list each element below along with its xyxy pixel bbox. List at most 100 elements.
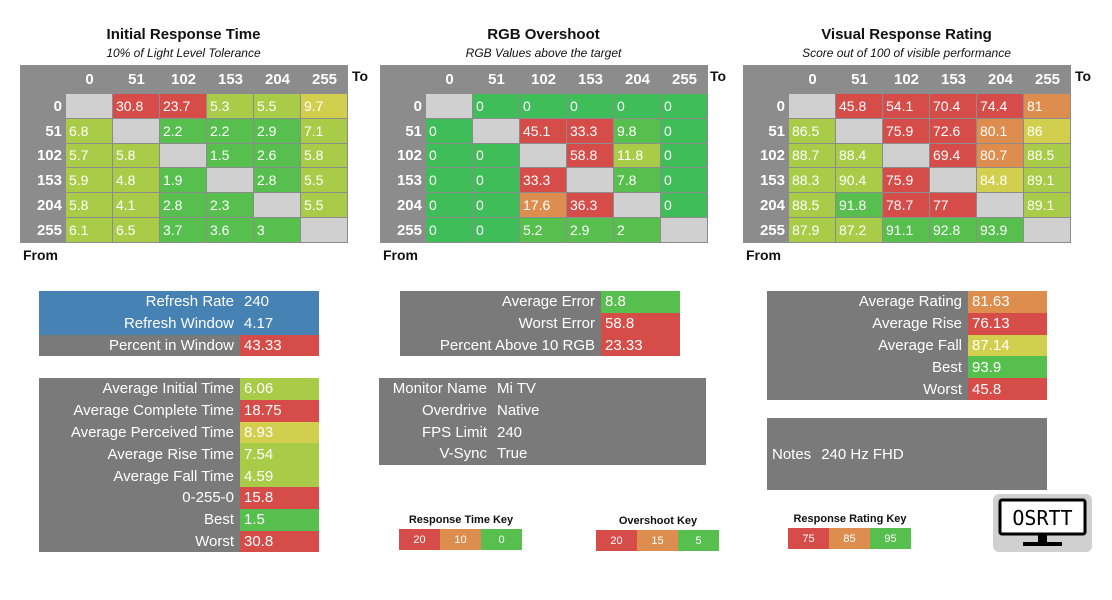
diagonal-cell <box>426 94 473 119</box>
stat-label: Worst <box>195 532 234 550</box>
heatmap-cell: 4.8 <box>113 168 160 194</box>
diagonal-cell <box>789 94 836 119</box>
stat-value: 30.8 <box>240 530 319 553</box>
heatmap-cell: 89.1 <box>1024 168 1071 194</box>
heatmap-cell: 1.5 <box>207 143 254 169</box>
heatmap-cell: 93.9 <box>977 217 1024 243</box>
heatmap-3-to-label: To <box>1075 68 1092 84</box>
diagonal-cell <box>160 143 207 169</box>
heatmap-cell: 0 <box>661 94 708 119</box>
stat-value: 81.63 <box>968 291 1047 313</box>
heatmap-cell: 2.8 <box>254 168 301 194</box>
heatmap-cell: 91.8 <box>836 193 883 218</box>
diagonal-cell <box>614 193 661 218</box>
heatmap-cell: 5.7 <box>66 143 113 169</box>
response-time-key: Response Time Key 20 10 0 <box>399 514 523 550</box>
stat-row: Average Fall Time 4.59 <box>39 465 319 487</box>
row-header: 204 <box>36 197 62 215</box>
heatmap-cell: 3.6 <box>207 217 254 243</box>
notes-panel: Notes 240 Hz FHD <box>767 418 1047 490</box>
heatmap-cell: 0 <box>473 168 520 194</box>
heatmap-cell: 2.9 <box>567 217 614 243</box>
heatmap-cell: 5.5 <box>301 168 348 194</box>
info-row: Overdrive Native <box>379 400 706 422</box>
heatmap-cell: 87.2 <box>836 217 883 243</box>
diagonal-cell <box>254 193 301 218</box>
heatmap-2-from-label: From <box>383 247 418 263</box>
heatmap-cell: 86 <box>1024 118 1071 144</box>
heatmap-corner <box>380 65 426 94</box>
heatmap-cell: 11.8 <box>614 143 661 169</box>
stat-label: Refresh Window <box>123 315 234 333</box>
heatmap-cell: 5.8 <box>301 143 348 169</box>
info-value: Mi TV <box>497 380 536 398</box>
heatmap-1-to-label: To <box>352 68 369 84</box>
row-header: 102 <box>36 147 62 165</box>
column-header: 153 <box>217 71 244 88</box>
stat-label: Average Error <box>501 293 595 311</box>
key-cell: 85 <box>829 528 870 549</box>
heatmap-cell: 88.3 <box>789 168 836 194</box>
heatmap-cell: 69.4 <box>930 143 977 169</box>
heatmap-cell: 17.6 <box>520 193 567 218</box>
heatmap-cell: 54.1 <box>883 94 930 119</box>
heatmap-cell: 0 <box>520 94 567 119</box>
diagonal-cell <box>567 168 614 194</box>
heatmap-3-subtitle: Score out of 100 of visible performance <box>802 46 1011 60</box>
stat-row: Average Error 8.8 <box>400 291 680 313</box>
heatmap-cell: 0 <box>473 143 520 169</box>
info-row: Monitor Name Mi TV <box>379 378 706 400</box>
stat-label: Average Complete Time <box>73 402 234 420</box>
stat-label: Refresh Rate <box>145 293 234 311</box>
heatmap-cell: 91.1 <box>883 217 930 243</box>
heatmap-cell: 4.1 <box>113 193 160 218</box>
stat-value: 1.5 <box>240 508 319 531</box>
heatmap-corner <box>20 65 66 94</box>
stat-value: 87.14 <box>968 334 1047 357</box>
rating-stats-panel: Average Rating 81.63 Average Rise 76.13 Aver… <box>767 291 1047 400</box>
key-cell: 10 <box>440 529 481 550</box>
heatmap-cell: 3 <box>254 217 301 243</box>
column-header: 102 <box>530 71 557 88</box>
heatmap-cell: 2 <box>614 217 661 243</box>
heatmap-cell: 0 <box>426 118 473 144</box>
column-header: 0 <box>445 71 454 88</box>
heatmap-cell: 45.8 <box>836 94 883 119</box>
stat-label: Average Rise Time <box>107 445 234 463</box>
overshoot-stats-panel: Average Error 8.8 Worst Error 58.8 Percent A… <box>400 291 680 357</box>
heatmap-cell: 88.7 <box>789 143 836 169</box>
column-header: 204 <box>264 71 291 88</box>
heatmap-cell: 88.4 <box>836 143 883 169</box>
monitor-icon: OSRTT <box>998 498 1087 546</box>
heatmap-cell: 58.8 <box>567 143 614 169</box>
diagonal-cell <box>1024 217 1071 243</box>
heatmap-cell: 80.7 <box>977 143 1024 169</box>
heatmap-1-from-label: From <box>23 247 58 263</box>
stat-row: Average Perceived Time 8.93 <box>39 421 319 444</box>
column-header: 51 <box>488 71 505 88</box>
stat-label: Best <box>931 358 962 376</box>
heatmap-cell: 84.8 <box>977 168 1024 194</box>
diagonal-cell <box>66 94 113 119</box>
diagonal-cell <box>113 118 160 144</box>
row-header: 153 <box>36 172 62 190</box>
stat-value: 93.9 <box>968 356 1047 379</box>
stat-label: Average Fall Time <box>113 467 234 485</box>
heatmap-cell: 6.5 <box>113 217 160 243</box>
column-header: 204 <box>624 71 651 88</box>
heatmap-1-grid: 0 51 102 153 204 255 0 30.8 23.7 5.3 5.5 9.7 51 6.8 2.… <box>20 65 348 243</box>
stat-row: Refresh Window 4.17 <box>39 312 319 335</box>
heatmap-cell: 72.6 <box>930 118 977 144</box>
heatmap-2-to-label: To <box>710 68 727 84</box>
heatmap-cell: 75.9 <box>883 168 930 194</box>
stat-label: 0-255-0 <box>182 489 234 507</box>
notes-value: 240 Hz FHD <box>821 445 904 463</box>
stat-value: 6.06 <box>240 378 319 400</box>
column-header: 153 <box>577 71 604 88</box>
notes-label: Notes <box>772 445 812 463</box>
heatmap-cell: 78.7 <box>883 193 930 218</box>
key-cell: 95 <box>870 528 911 549</box>
key-cell: 5 <box>678 530 719 551</box>
heatmap-cell: 2.6 <box>254 143 301 169</box>
heatmap-cell: 0 <box>567 94 614 119</box>
